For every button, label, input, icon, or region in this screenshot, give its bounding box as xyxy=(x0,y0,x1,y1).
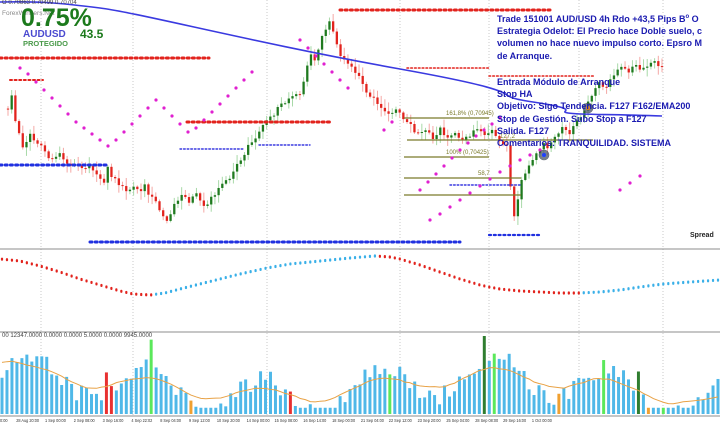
svg-text:100% (0,70425): 100% (0,70425) xyxy=(446,150,489,156)
svg-text:58,7: 58,7 xyxy=(478,171,490,177)
svg-text:161,8% (0,70945): 161,8% (0,70945) xyxy=(446,111,494,117)
